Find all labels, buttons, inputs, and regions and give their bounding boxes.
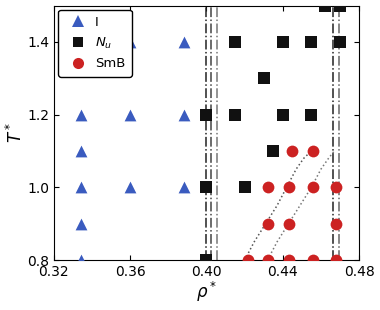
Point bbox=[285, 221, 291, 226]
Point bbox=[310, 258, 316, 263]
Point bbox=[127, 112, 133, 117]
Point bbox=[310, 148, 316, 153]
Point bbox=[203, 112, 209, 117]
Point bbox=[78, 112, 84, 117]
Point bbox=[322, 3, 328, 8]
Point bbox=[285, 185, 291, 190]
Point bbox=[78, 148, 84, 153]
Point bbox=[127, 185, 133, 190]
Point bbox=[264, 221, 271, 226]
Point bbox=[78, 258, 84, 263]
Point bbox=[261, 76, 267, 81]
Y-axis label: $T^*$: $T^*$ bbox=[6, 122, 26, 144]
Point bbox=[308, 112, 314, 117]
Point bbox=[289, 148, 295, 153]
Point bbox=[264, 258, 271, 263]
Point bbox=[78, 185, 84, 190]
Point bbox=[232, 39, 238, 44]
Point bbox=[308, 39, 314, 44]
Point bbox=[264, 185, 271, 190]
Point bbox=[203, 185, 209, 190]
Point bbox=[285, 258, 291, 263]
Point bbox=[280, 112, 286, 117]
Point bbox=[333, 185, 339, 190]
Point bbox=[245, 258, 252, 263]
Point bbox=[78, 39, 84, 44]
Point bbox=[180, 39, 187, 44]
Legend: I, $N_u$, SmB: I, $N_u$, SmB bbox=[58, 10, 132, 77]
Point bbox=[78, 221, 84, 226]
Point bbox=[280, 39, 286, 44]
Point bbox=[337, 3, 343, 8]
Point bbox=[180, 185, 187, 190]
Point bbox=[127, 39, 133, 44]
Point bbox=[337, 39, 343, 44]
Point bbox=[203, 258, 209, 263]
X-axis label: $\rho^*$: $\rho^*$ bbox=[196, 280, 217, 304]
Point bbox=[270, 148, 276, 153]
Point bbox=[333, 221, 339, 226]
Point bbox=[333, 258, 339, 263]
Point bbox=[242, 185, 248, 190]
Point bbox=[310, 185, 316, 190]
Point bbox=[232, 112, 238, 117]
Point bbox=[180, 112, 187, 117]
